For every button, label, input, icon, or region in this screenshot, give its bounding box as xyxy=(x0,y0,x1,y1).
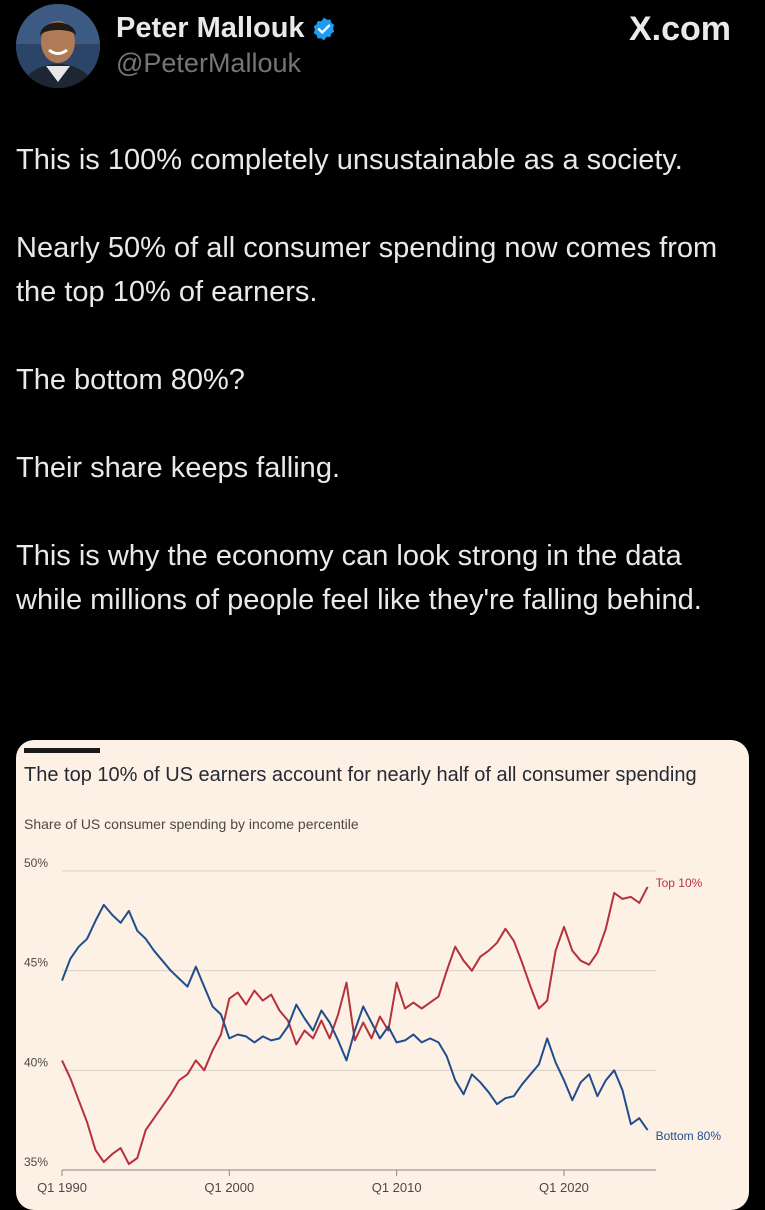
line-chart: 35% 40% 45% 50% Q1 1990 Q1 2000 Q1 2010 Q1 2020… xyxy=(24,856,722,1195)
author-display-name[interactable]: Peter Mallouk xyxy=(116,12,305,44)
tweet-header: Peter Mallouk @PeterMallouk X.com xyxy=(0,0,765,100)
avatar-image xyxy=(16,4,100,88)
author-name-row: Peter Mallouk xyxy=(116,12,337,45)
tweet-paragraph: This is 100% completely unsustainable as… xyxy=(16,144,683,176)
series-label: Top 10% xyxy=(656,876,703,890)
chart-subtitle: Share of US consumer spending by income … xyxy=(24,816,359,832)
y-tick-label: 35% xyxy=(24,1155,48,1169)
tweet-paragraph: This is why the economy can look strong … xyxy=(16,540,702,616)
avatar[interactable] xyxy=(16,4,100,88)
tweet-paragraph: Their share keeps falling. xyxy=(16,452,340,484)
tweet-paragraph: The bottom 80%? xyxy=(16,364,245,396)
series-label: Bottom 80% xyxy=(656,1129,722,1143)
y-tick-label: 40% xyxy=(24,1055,48,1069)
series-line xyxy=(61,903,649,1131)
chart-title: The top 10% of US earners account for ne… xyxy=(24,764,697,786)
x-tick-label: Q1 2000 xyxy=(204,1180,254,1195)
x-tick-label: Q1 2010 xyxy=(372,1180,422,1195)
tweet-paragraph: Nearly 50% of all consumer spending now … xyxy=(16,232,718,308)
verified-badge-icon xyxy=(313,17,334,40)
chart-top-rule xyxy=(24,748,100,753)
chart-image-card[interactable]: The top 10% of US earners account for ne… xyxy=(16,740,749,1210)
tweet-body: This is 100% completely unsustainable as… xyxy=(16,138,751,666)
y-tick-label: 50% xyxy=(24,856,48,870)
author-handle[interactable]: @PeterMallouk xyxy=(116,48,301,78)
site-label: X.com xyxy=(628,10,731,48)
series-line xyxy=(61,886,649,1165)
x-tick-label: Q1 2020 xyxy=(539,1180,589,1195)
y-tick-label: 45% xyxy=(24,956,48,970)
x-tick-label: Q1 1990 xyxy=(37,1180,87,1195)
